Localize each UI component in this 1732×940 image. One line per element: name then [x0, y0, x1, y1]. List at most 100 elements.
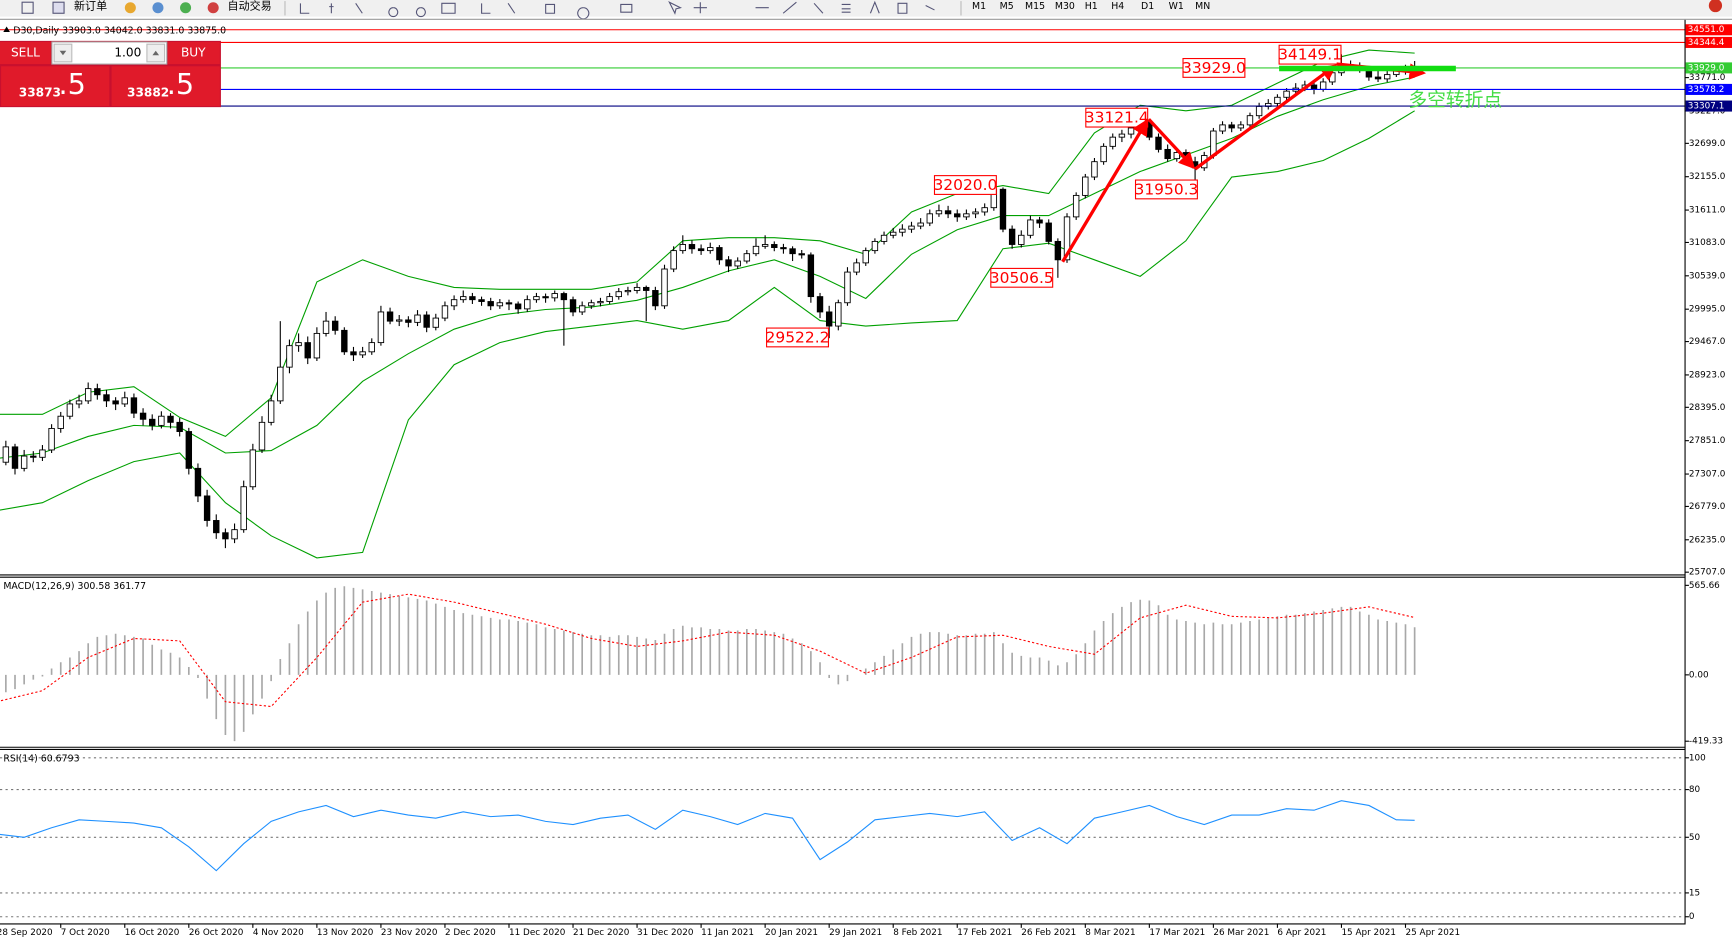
- candle-body: [661, 268, 668, 307]
- candle-body: [926, 213, 934, 224]
- toolbar: [0, 0, 1732, 17]
- arrow: [1061, 118, 1149, 263]
- candle-body: [112, 400, 119, 405]
- icon[interactable]: [52, 1, 65, 14]
- y-tick-label: 33771.0: [1689, 73, 1726, 83]
- candle-body: [890, 231, 897, 236]
- alert-icon[interactable]: [1708, 0, 1723, 13]
- candle-body: [1072, 194, 1080, 218]
- candle-body: [597, 301, 604, 304]
- price-level-label: 34551.0: [1688, 25, 1725, 35]
- timeframe-button[interactable]: H4: [1111, 1, 1124, 12]
- lot-input[interactable]: [51, 41, 168, 65]
- bollinger-lower: [0, 110, 1415, 559]
- timeframe-button[interactable]: W1: [1169, 1, 1184, 12]
- buy-button[interactable]: [167, 41, 220, 65]
- candle-body: [231, 529, 238, 540]
- timeframe-button[interactable]: D1: [1141, 1, 1154, 12]
- candle-body: [972, 211, 979, 215]
- bid-box[interactable]: [1, 66, 110, 107]
- price-level-tag: [1685, 83, 1732, 95]
- y-tick-label: 100: [1689, 753, 1706, 763]
- icon[interactable]: [207, 2, 219, 14]
- candle-body: [1091, 161, 1098, 178]
- toolbar-button[interactable]: 自动交易: [228, 0, 272, 13]
- price-level-tag: [1685, 36, 1732, 48]
- toolbar-button[interactable]: 新订单: [74, 0, 107, 13]
- candle-body: [670, 250, 677, 270]
- candle-body: [560, 293, 568, 301]
- candle-body: [771, 244, 778, 248]
- candle-body: [450, 299, 458, 307]
- icon[interactable]: [124, 2, 136, 14]
- candle-body: [871, 240, 879, 252]
- icon[interactable]: [180, 2, 192, 14]
- price-level-tag: [1685, 24, 1732, 36]
- candle-body: [139, 412, 147, 420]
- x-tick-label: 16 Oct 2020: [125, 928, 180, 938]
- icon[interactable]: [21, 1, 34, 14]
- timeframe-button[interactable]: MN: [1195, 1, 1210, 12]
- price-level-label: 33578.2: [1688, 85, 1725, 95]
- x-tick-label: 4 Nov 2020: [253, 928, 304, 938]
- candle-body: [1127, 127, 1135, 135]
- price-level-label: 33929.0: [1688, 63, 1725, 73]
- plot-area: [0, 586, 1416, 742]
- annotation-label: 34149.1: [1278, 46, 1342, 64]
- timeframe-button[interactable]: M15: [1025, 1, 1045, 12]
- annotation-box: [1085, 107, 1149, 128]
- icon[interactable]: [481, 3, 633, 20]
- candle-body: [761, 244, 769, 247]
- lot-down-icon: [59, 50, 67, 56]
- annotation-label: 33929.0: [1182, 59, 1246, 77]
- y-tick-label: 80: [1689, 785, 1701, 795]
- y-tick-label: 27307.0: [1689, 470, 1726, 480]
- y-tick-label: 28395.0: [1689, 403, 1726, 413]
- x-tick-label: 13 Nov 2020: [317, 928, 374, 938]
- sell-button[interactable]: [0, 41, 51, 65]
- icon[interactable]: [152, 2, 164, 14]
- price-level-label: 34344.4: [1688, 38, 1725, 48]
- candle-body: [20, 455, 28, 469]
- y-tick-label: 29995.0: [1689, 305, 1726, 315]
- candle-body: [57, 415, 64, 429]
- candle-body: [240, 486, 247, 531]
- y-tick-label: 31611.0: [1689, 206, 1726, 216]
- candle-body: [478, 299, 485, 302]
- candle-body: [917, 222, 924, 227]
- candle-body: [880, 234, 888, 242]
- icon[interactable]: [299, 2, 456, 18]
- candle-body: [1319, 81, 1327, 90]
- timeframe-button[interactable]: H1: [1085, 1, 1098, 12]
- candle-body: [1210, 130, 1217, 156]
- candle-body: [780, 247, 787, 250]
- panel-title: RSI(14) 60.6793: [3, 753, 79, 764]
- timeframe-button[interactable]: M30: [1055, 1, 1075, 12]
- candle-body: [414, 314, 421, 323]
- candle-body: [844, 271, 851, 304]
- annotation-box: [766, 327, 829, 348]
- candle-body: [487, 301, 494, 307]
- price-level-tag: [1685, 62, 1732, 74]
- timeframe-button[interactable]: M5: [1000, 1, 1014, 12]
- candle-body: [30, 455, 37, 458]
- candle-body: [789, 248, 796, 255]
- ask-box[interactable]: [111, 66, 220, 107]
- icon[interactable]: [668, 0, 935, 15]
- y-tick-label: -419.33: [1689, 737, 1723, 747]
- candle-body: [697, 248, 705, 252]
- timeframe-button[interactable]: M1: [972, 1, 986, 12]
- candle-body: [569, 299, 577, 313]
- candle-body: [1008, 228, 1016, 245]
- buy-label[interactable]: BUY: [181, 46, 206, 60]
- lot-value[interactable]: 1.00: [114, 46, 141, 60]
- sell-label[interactable]: SELL: [11, 46, 40, 60]
- candle-body: [1164, 148, 1171, 160]
- candle-body: [149, 418, 156, 426]
- candle-body: [304, 342, 311, 359]
- annotation-label: 33121.4: [1085, 109, 1149, 127]
- y-tick-label: 32155.0: [1689, 172, 1726, 182]
- bollinger-upper: [0, 49, 1415, 438]
- price-level-label: 33307.1: [1688, 102, 1725, 112]
